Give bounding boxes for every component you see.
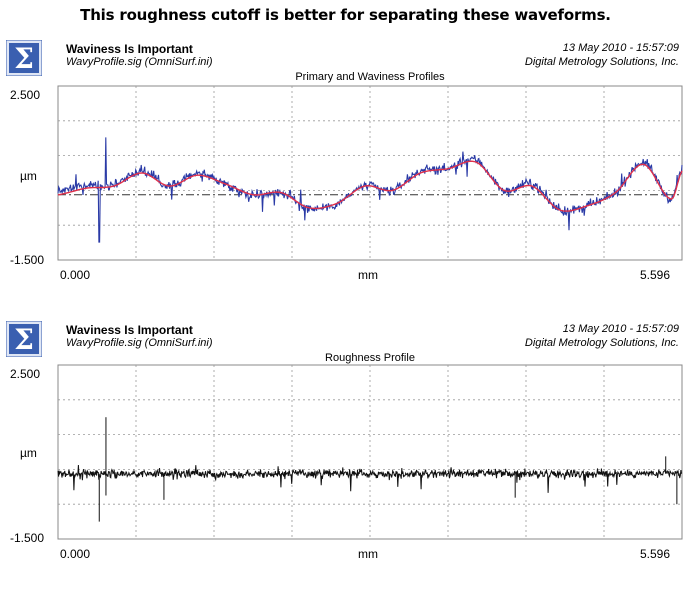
- x-axis-label: mm: [358, 268, 378, 282]
- y-tick-top: 2.500: [10, 88, 41, 102]
- company-name: Digital Metrology Solutions, Inc.: [524, 337, 679, 349]
- primary-waviness-panel: Σ Waviness Is Important WavyProfile.sig …: [0, 39, 691, 320]
- waviness-profile-line: [57, 160, 683, 212]
- x-tick-right: 5.596: [640, 547, 671, 561]
- report-title: Waviness Is Important: [66, 323, 193, 337]
- x-axis-label: mm: [358, 547, 378, 561]
- svg-text:Σ: Σ: [14, 323, 34, 356]
- plot-frame: [57, 364, 683, 540]
- roughness-chart: [57, 364, 683, 540]
- chart-title: Primary and Waviness Profiles: [295, 71, 445, 83]
- headline: This roughness cutoff is better for sepa…: [80, 6, 611, 24]
- y-tick-top: 2.500: [10, 367, 41, 381]
- plot-frame: [57, 85, 683, 261]
- sigma-logo-icon: Σ: [5, 39, 43, 77]
- report-title: Waviness Is Important: [66, 42, 193, 56]
- y-axis-label: µm: [20, 446, 37, 460]
- x-tick-right: 5.596: [640, 268, 671, 282]
- primary-profile-line: [57, 137, 683, 243]
- y-axis-label: µm: [20, 169, 37, 183]
- svg-text:Σ: Σ: [14, 42, 34, 75]
- timestamp: 13 May 2010 - 15:57:09: [562, 42, 679, 54]
- sigma-logo-icon: Σ: [5, 320, 43, 358]
- x-tick-left: 0.000: [60, 268, 91, 282]
- timestamp: 13 May 2010 - 15:57:09: [562, 323, 679, 335]
- file-name: WavyProfile.sig (OmniSurf.ini): [66, 56, 213, 68]
- y-tick-bottom: -1.500: [10, 253, 45, 267]
- roughness-profile-line: [57, 464, 683, 493]
- company-name: Digital Metrology Solutions, Inc.: [524, 56, 679, 68]
- x-tick-left: 0.000: [60, 547, 91, 561]
- primary-waviness-chart: [57, 85, 683, 261]
- chart-title: Roughness Profile: [325, 352, 415, 364]
- y-tick-bottom: -1.500: [10, 531, 45, 545]
- file-name: WavyProfile.sig (OmniSurf.ini): [66, 337, 213, 349]
- roughness-panel: Σ Waviness Is Important WavyProfile.sig …: [0, 320, 691, 601]
